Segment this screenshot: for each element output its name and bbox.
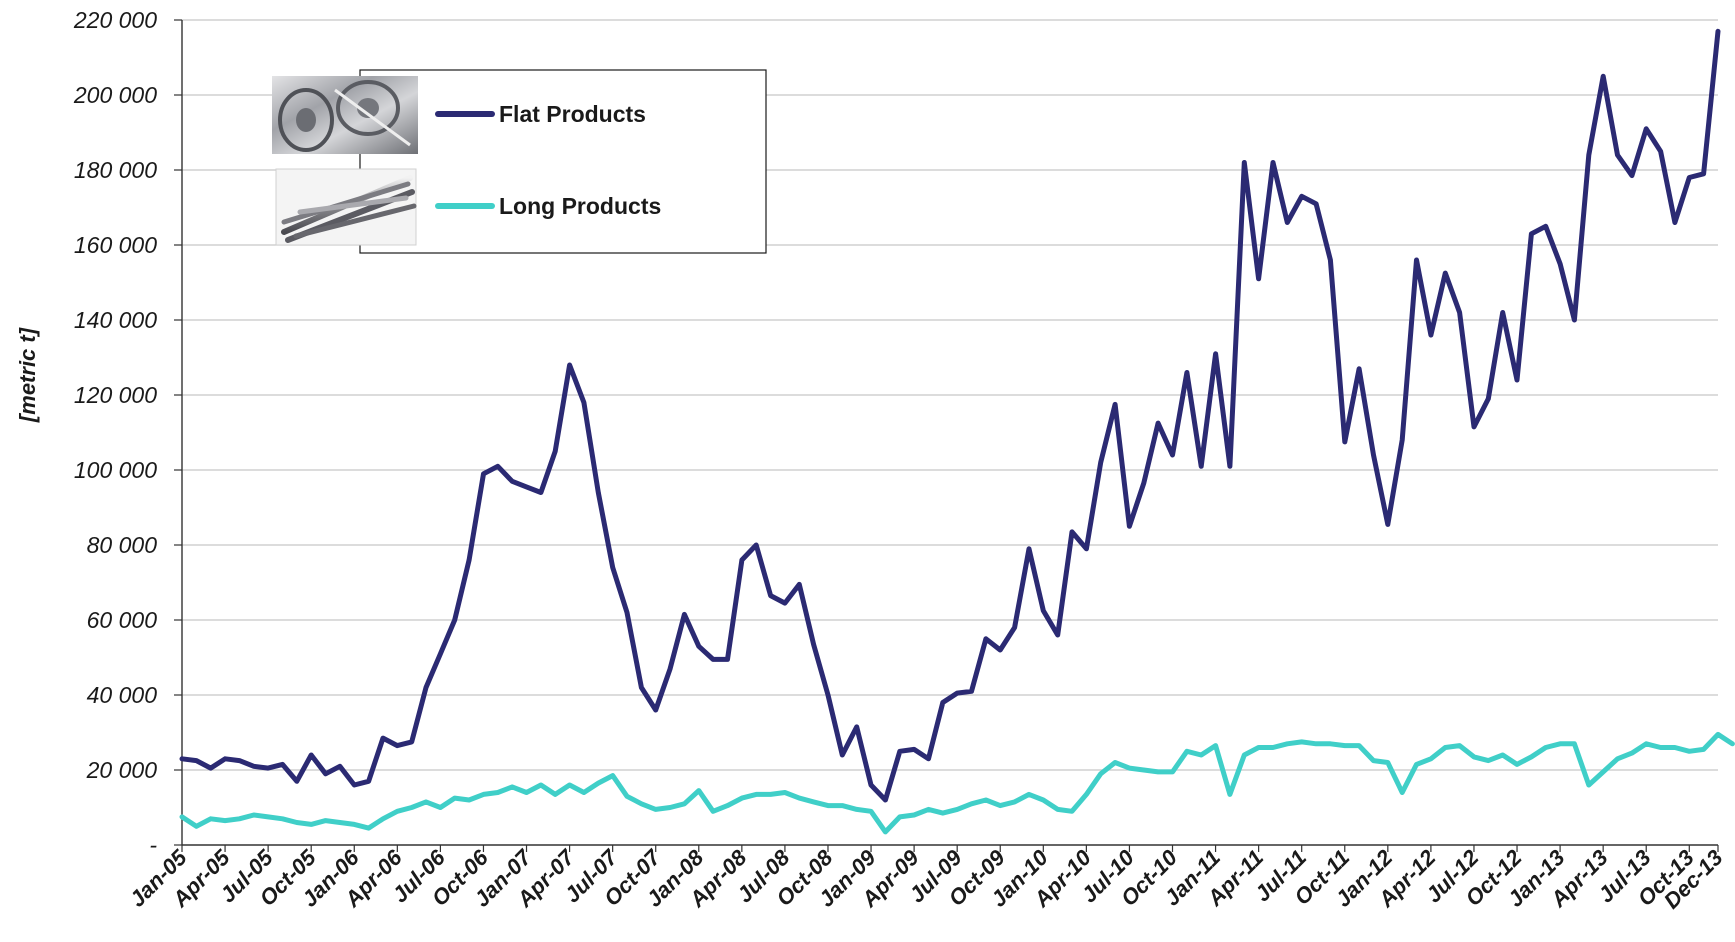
- y-tick-label: 60 000: [87, 607, 158, 633]
- steel-coil-photo-icon: [272, 76, 418, 154]
- legend-label-flat-products: Flat Products: [499, 101, 646, 127]
- y-tick-labels: - 20 000 40 000 60 000 80 000 100 000 120 000 1…: [73, 7, 157, 858]
- y-tick-label: 160 000: [74, 232, 157, 258]
- y-axis-title: [metric t]: [15, 327, 40, 423]
- series-line-long-products: [179, 731, 1735, 835]
- y-tick-label: 180 000: [74, 157, 157, 183]
- legend-label-long-products: Long Products: [499, 193, 661, 219]
- legend: Flat Products Long Products: [272, 69, 767, 254]
- y-tick-label: 40 000: [87, 682, 158, 708]
- y-tick-label: 200 000: [73, 82, 157, 108]
- y-tick-label: 80 000: [87, 532, 158, 558]
- series-lines: [179, 28, 1735, 835]
- y-tick-label: 220 000: [73, 7, 157, 33]
- axes: [181, 20, 1718, 846]
- y-tick-label: 140 000: [74, 307, 157, 333]
- y-tick-label: 20 000: [86, 757, 158, 783]
- y-tick-label: 120 000: [74, 382, 157, 408]
- steel-bars-photo-icon: [275, 168, 417, 246]
- series-line-flat-products: [179, 28, 1721, 803]
- legend-box: [359, 69, 767, 254]
- x-tick-labels: Jan-05Apr-05Jul-05Oct-05Jan-06Apr-06Jul-…: [125, 844, 1728, 914]
- y-tick-label: -: [149, 832, 157, 858]
- y-tick-label: 100 000: [74, 457, 157, 483]
